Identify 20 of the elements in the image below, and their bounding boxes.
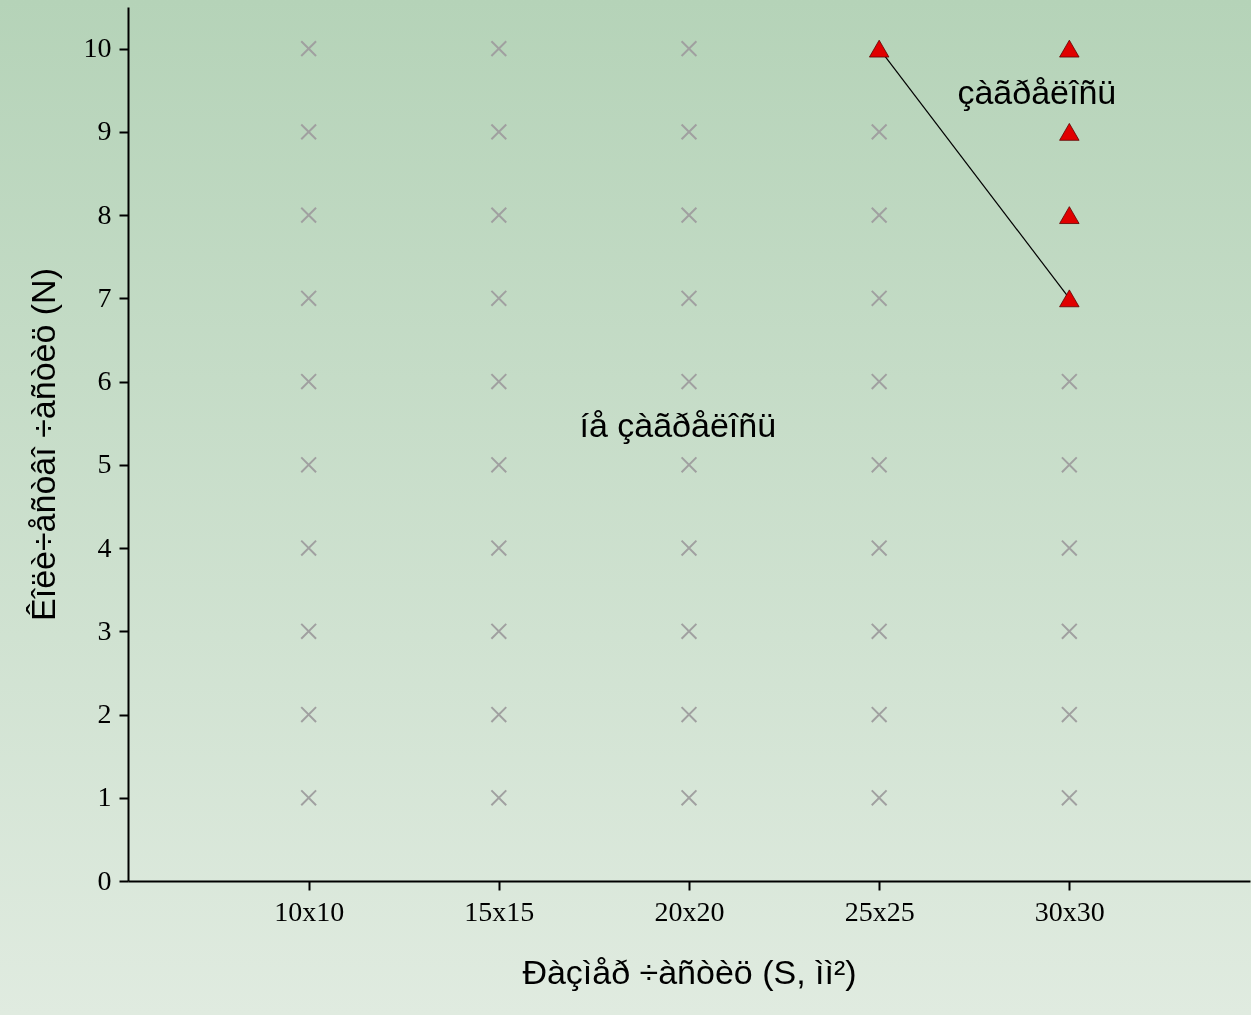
annotation: çàãðåëîñü — [957, 73, 1117, 112]
y-tick-label: 4 — [97, 531, 112, 563]
x-tick-label: 30x30 — [1034, 895, 1105, 927]
y-axis-title: Êîëè÷åñòâî ÷àñòèö (N) — [23, 268, 62, 621]
y-tick-label: 6 — [97, 365, 112, 397]
y-tick-label: 9 — [97, 115, 112, 147]
y-tick-label: 0 — [97, 864, 112, 896]
y-tick-label: 5 — [97, 448, 112, 480]
y-tick-label: 7 — [97, 281, 112, 313]
annotation: íå çàãðåëîñü — [579, 405, 777, 444]
y-tick-label: 10 — [83, 32, 112, 64]
x-tick-label: 25x25 — [844, 895, 915, 927]
x-tick-label: 10x10 — [274, 895, 345, 927]
x-tick-label: 20x20 — [654, 895, 725, 927]
x-tick-label: 15x15 — [464, 895, 535, 927]
y-tick-label: 3 — [97, 614, 112, 646]
x-axis-title: Ðàçìåð ÷àñòèö (S, ìì²) — [522, 952, 857, 991]
y-tick-label: 1 — [97, 781, 112, 813]
y-tick-label: 8 — [97, 198, 112, 230]
y-tick-label: 2 — [97, 698, 112, 730]
